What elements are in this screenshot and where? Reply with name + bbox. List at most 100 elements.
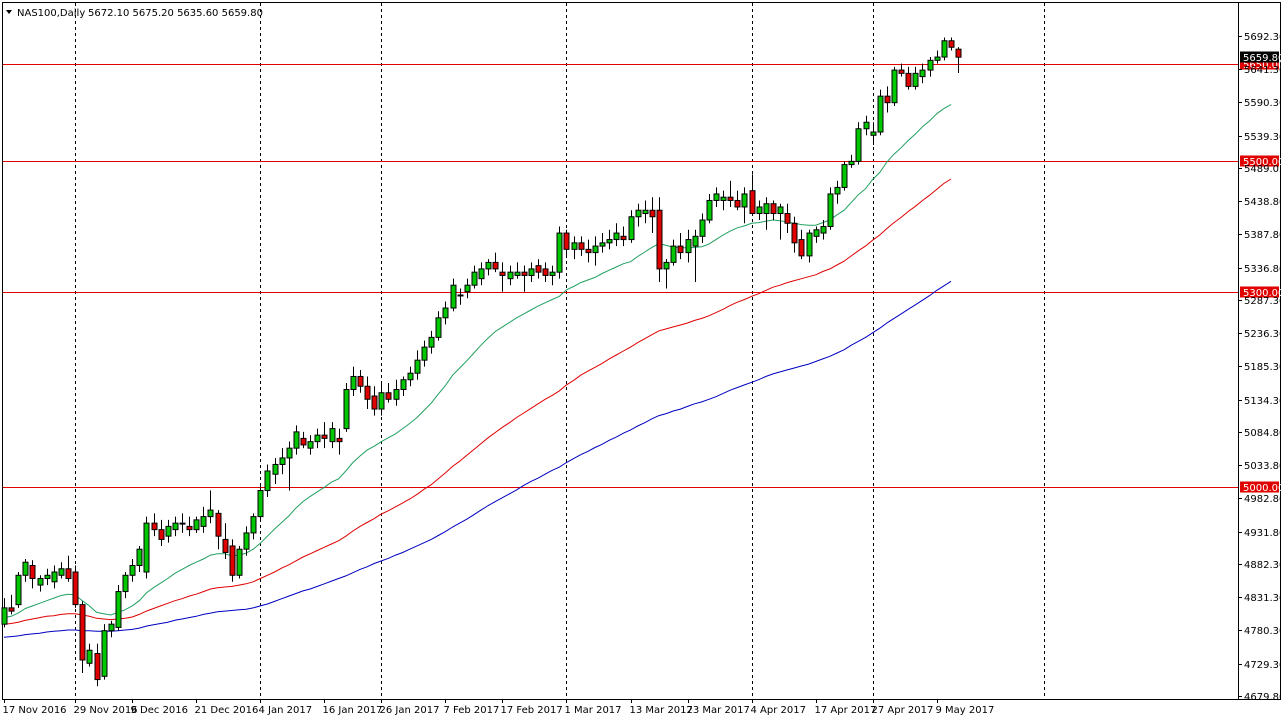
candle — [478, 262, 485, 286]
candle — [65, 555, 72, 582]
candle-body — [628, 216, 635, 241]
candle — [279, 448, 286, 475]
candle — [393, 379, 400, 406]
candle-body — [642, 209, 649, 214]
candle-body — [193, 519, 200, 531]
candle — [286, 441, 293, 491]
price-tick-label: 5692.30 — [1244, 32, 1281, 43]
price-tick-label: 5084.80 — [1244, 428, 1281, 439]
candle — [257, 484, 264, 520]
candle-body — [471, 271, 478, 286]
candle-body — [528, 268, 535, 276]
candle-body — [927, 59, 934, 71]
price-tick-label: 4729.30 — [1244, 660, 1281, 671]
candle — [820, 220, 827, 240]
candle-body — [663, 261, 670, 270]
dropdown-triangle-icon[interactable] — [6, 10, 12, 14]
price-axis: 5692.30 5641.30 5590.30 5539.30 5489.05 5438.… — [1238, 32, 1281, 703]
ohlc-values: 5672.10 5675.20 5635.60 5659.80 — [88, 8, 263, 19]
candle-body — [507, 271, 514, 280]
candle-body — [336, 437, 343, 443]
candle-body — [877, 95, 884, 133]
level-price-label: 5500.00 — [1243, 157, 1281, 168]
price-tick-label: 4679.80 — [1244, 692, 1281, 703]
price-tick-label: 5236.30 — [1244, 329, 1281, 340]
candle-body — [606, 239, 613, 244]
horizontal-levels[interactable]: 5650.00 5500.00 5300.00 5000.00 — [3, 58, 1281, 495]
candle-body — [848, 160, 855, 166]
candle-body — [820, 226, 827, 234]
time-tick-label: 9 May 2017 — [936, 705, 995, 716]
candle — [385, 382, 392, 403]
time-tick-label: 17 Apr 2017 — [815, 705, 877, 716]
candle — [663, 259, 670, 289]
candle-body — [343, 388, 350, 430]
time-tick-label: 29 Nov 2016 — [74, 705, 138, 716]
price-tick-label: 4780.30 — [1244, 626, 1281, 637]
plot-frame — [2, 2, 1239, 700]
time-tick-label: 9 Dec 2016 — [131, 705, 189, 716]
level-price-label: 5300.00 — [1243, 288, 1281, 299]
candle-body — [22, 561, 29, 576]
candle-body — [485, 261, 492, 270]
candle — [435, 311, 442, 341]
candle — [756, 200, 763, 221]
candle-body — [357, 375, 364, 387]
candle — [884, 86, 891, 113]
price-tick-label: 5287.30 — [1244, 296, 1281, 307]
candle-body — [264, 470, 271, 492]
candle — [863, 115, 870, 136]
candle — [321, 422, 328, 449]
candle-body — [165, 525, 172, 537]
candle-body — [492, 261, 499, 270]
candle-body — [129, 564, 136, 576]
candle-body — [756, 206, 763, 214]
candle — [300, 431, 307, 449]
candle — [499, 262, 506, 292]
candle-body — [685, 239, 692, 254]
candle-body — [613, 232, 620, 241]
candle — [927, 57, 934, 77]
candle-body — [222, 538, 229, 553]
candle — [492, 252, 499, 273]
candle — [485, 259, 492, 276]
candle-body — [677, 245, 684, 254]
candle — [813, 226, 820, 243]
price-tick-label: 4931.80 — [1244, 528, 1281, 539]
candle — [229, 539, 236, 582]
ema-50-line — [3, 178, 952, 625]
candle-body — [200, 516, 207, 527]
candle-body — [827, 193, 834, 228]
candle-body — [549, 271, 556, 276]
candle — [891, 66, 898, 106]
candle — [44, 568, 51, 586]
candle-body — [692, 235, 699, 247]
candle-body — [749, 190, 756, 214]
candle-body — [207, 509, 214, 518]
candle-body — [599, 242, 606, 247]
time-tick-label: 17 Nov 2016 — [3, 705, 67, 716]
candle-body — [108, 623, 115, 632]
candle — [158, 519, 165, 546]
candle-body — [300, 437, 307, 446]
candle-body — [314, 434, 321, 443]
candle — [464, 278, 471, 299]
candle — [514, 262, 521, 279]
candle-body — [421, 346, 428, 361]
candle-body — [763, 203, 770, 214]
candle-body — [236, 548, 243, 576]
candle — [186, 516, 193, 537]
candle — [222, 523, 229, 559]
candle-body — [713, 193, 720, 201]
candle — [37, 575, 44, 592]
candle-body — [286, 447, 293, 459]
candle — [357, 369, 364, 393]
candle — [706, 193, 713, 224]
candle-body — [385, 392, 392, 400]
candle — [563, 229, 570, 256]
candle — [86, 643, 93, 667]
candle-body — [79, 604, 86, 661]
candle — [72, 565, 79, 608]
candles — [1, 37, 962, 687]
